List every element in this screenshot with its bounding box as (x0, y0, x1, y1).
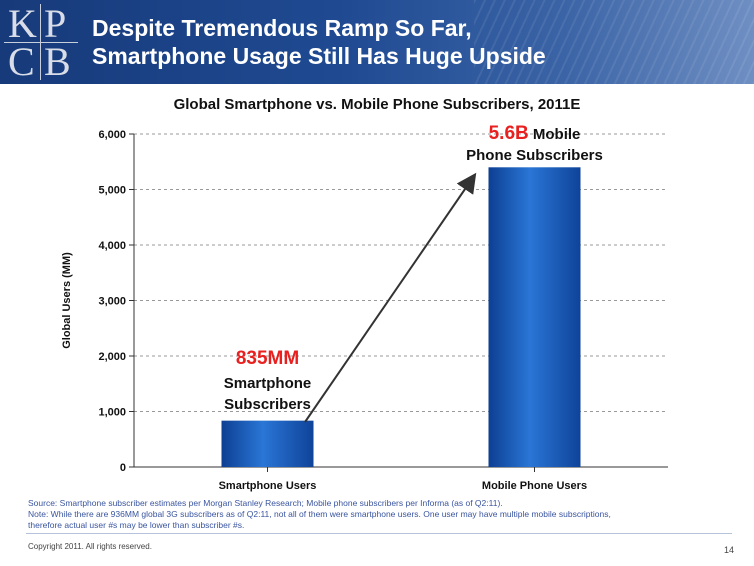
bar (488, 167, 581, 468)
y-tick-label: 2,000 (98, 351, 126, 363)
y-tick-label: 4,000 (98, 240, 126, 252)
logo-letter: P (44, 1, 67, 46)
annotation-highlight: 5.6B (489, 123, 529, 144)
header-decoration (474, 0, 754, 84)
header-banner: K P C B Despite Tremendous Ramp So Far, … (0, 0, 754, 84)
y-tick-label: 0 (120, 462, 126, 474)
footer-divider (26, 533, 732, 534)
annotation-text: Mobile (529, 126, 581, 143)
annotation-text: 5.6B Mobile (489, 123, 581, 144)
y-axis-label: Global Users (MM) (61, 252, 73, 349)
growth-arrow (304, 172, 477, 423)
source-note: Source: Smartphone subscriber estimates … (28, 498, 728, 531)
logo-letter: K (8, 1, 37, 46)
annotation-text: Phone Subscribers (466, 147, 603, 164)
y-tick-label: 5,000 (98, 185, 126, 197)
note-line: therefore actual user #s may be lower th… (28, 520, 245, 530)
x-tick-label: Smartphone Users (219, 480, 317, 492)
y-tick-label: 6,000 (98, 129, 126, 141)
annotation-text: Subscribers (224, 396, 311, 413)
source-line: Source: Smartphone subscriber estimates … (28, 498, 503, 508)
y-tick-label: 3,000 (98, 296, 126, 308)
y-tick-label: 1,000 (98, 407, 126, 419)
bar (221, 420, 314, 467)
annotation-highlight: 835MM (236, 348, 299, 369)
annotation-text: Smartphone (224, 375, 312, 392)
slide-title: Despite Tremendous Ramp So Far, Smartpho… (92, 14, 546, 70)
note-line: Note: While there are 936MM global 3G su… (28, 509, 611, 519)
logo-letter: C (8, 39, 35, 84)
slide-title-line2: Smartphone Usage Still Has Huge Upside (92, 43, 546, 69)
slide-title-line1: Despite Tremendous Ramp So Far, (92, 15, 472, 41)
x-tick-label: Mobile Phone Users (482, 480, 587, 492)
copyright: Copyright 2011. All rights reserved. (28, 542, 152, 551)
chart-title: Global Smartphone vs. Mobile Phone Subsc… (173, 96, 581, 113)
kpcb-logo: K P C B (4, 1, 78, 84)
logo-divider (4, 42, 78, 43)
logo-letter: B (44, 39, 71, 84)
page-number: 14 (723, 545, 734, 555)
logo-divider (40, 4, 41, 80)
